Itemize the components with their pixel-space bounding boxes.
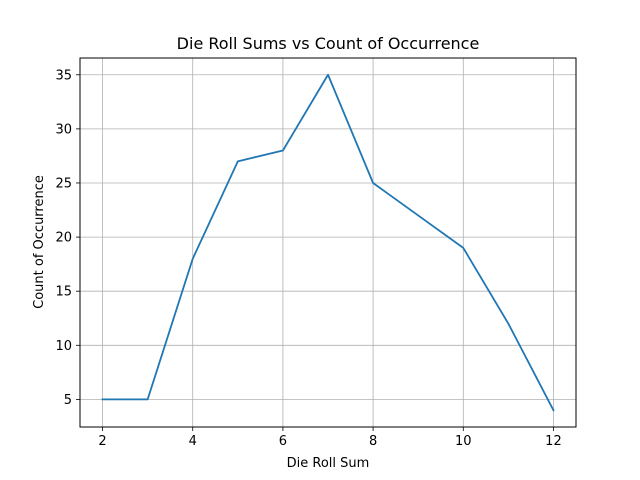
y-tick-label: 20 [55, 231, 72, 246]
y-tick-label: 30 [55, 122, 72, 137]
plot-frame [79, 57, 577, 428]
y-tick-label: 5 [64, 393, 72, 408]
chart-title: Die Roll Sums vs Count of Occurrence [177, 34, 480, 53]
y-tick-label: 10 [55, 339, 72, 354]
x-tick-label: 10 [455, 434, 472, 449]
y-tick-label: 15 [55, 285, 72, 300]
axis-ticks: 2 4 6 8 10 12 5 10 15 20 25 30 35 [55, 68, 561, 449]
x-tick-label: 4 [189, 434, 197, 449]
x-tick-label: 12 [545, 434, 562, 449]
x-tick-label: 6 [279, 434, 287, 449]
y-axis-label: Count of Occurrence [32, 175, 47, 309]
series-layer [101, 73, 555, 412]
x-axis-label: Die Roll Sum [287, 456, 370, 471]
x-tick-label: 8 [369, 434, 377, 449]
y-tick-label: 25 [55, 176, 72, 191]
x-tick-label: 2 [98, 434, 106, 449]
y-tick-label: 35 [55, 68, 72, 83]
